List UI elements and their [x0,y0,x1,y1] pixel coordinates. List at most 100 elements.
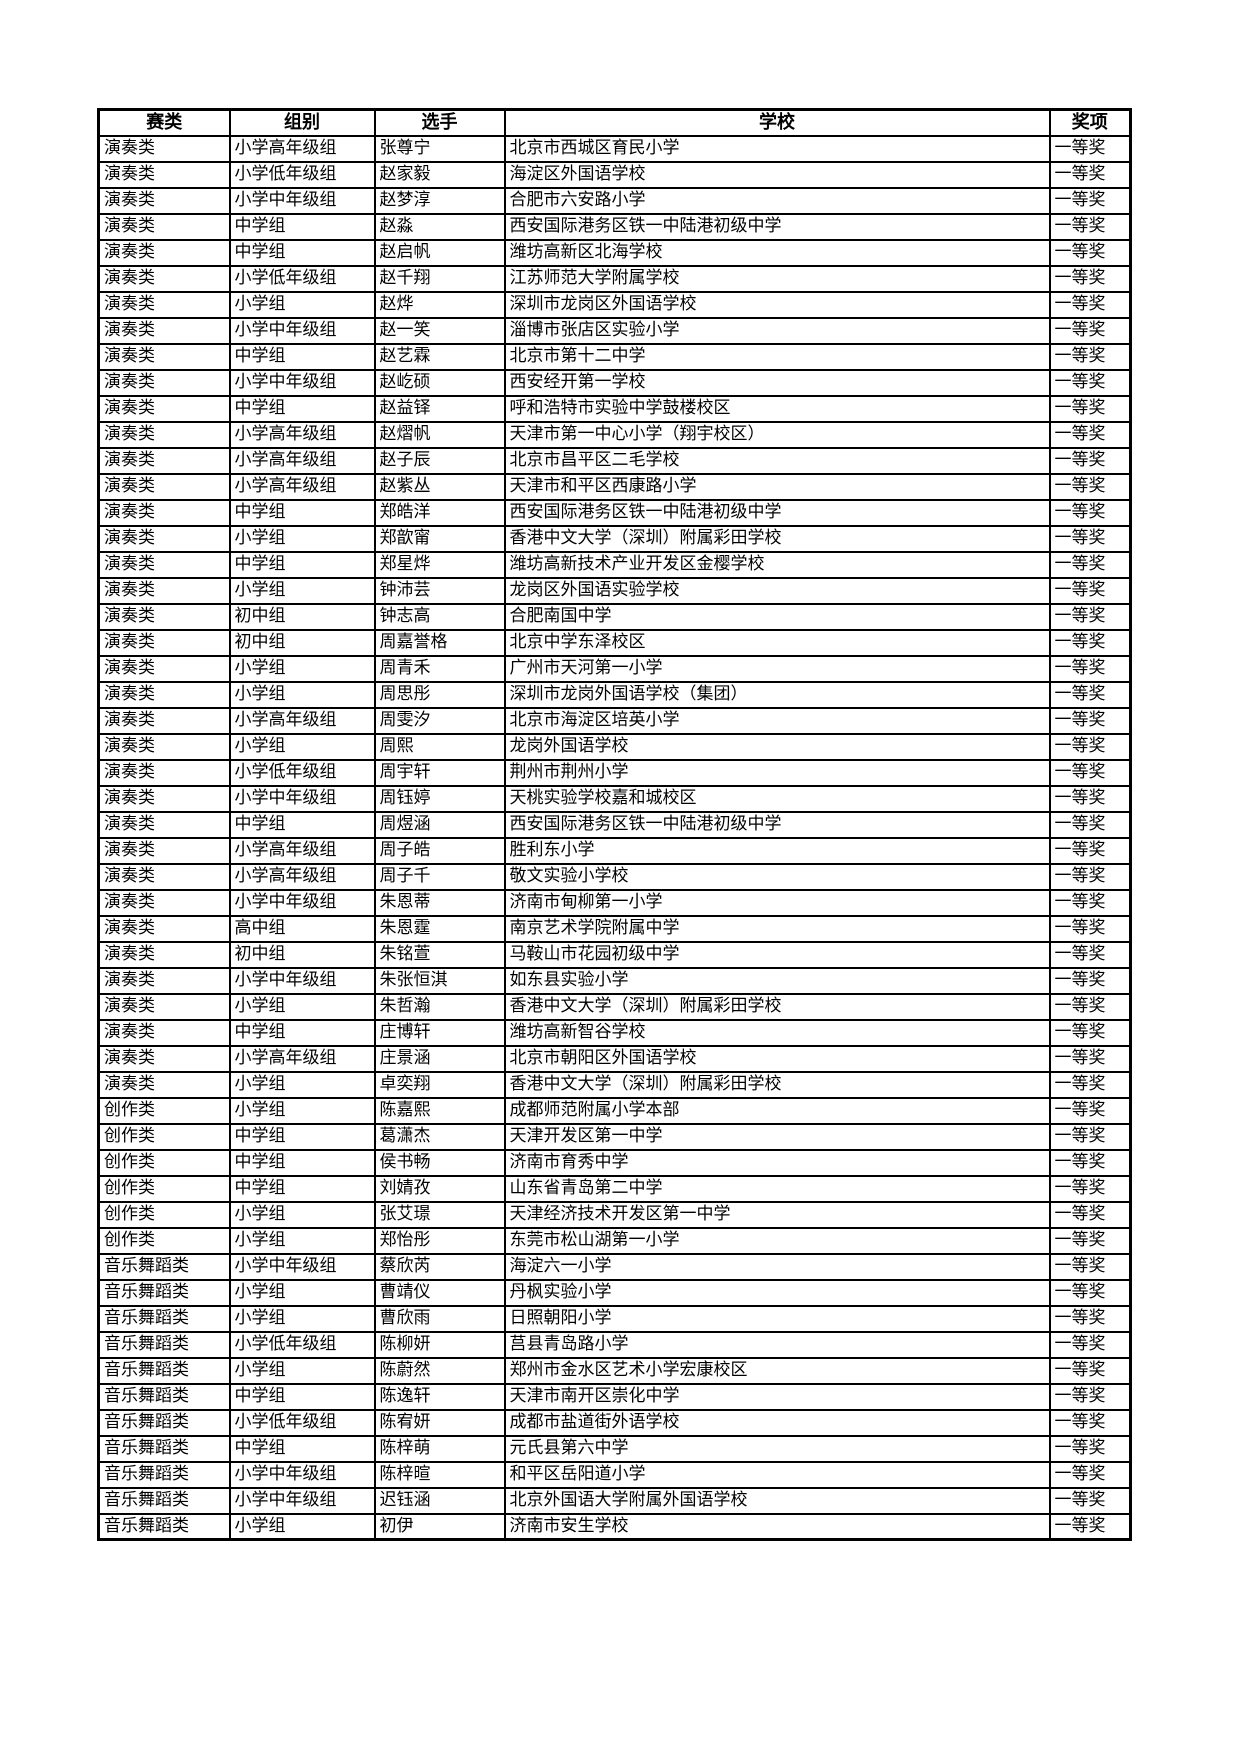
table-row: 演奏类 小学高年级组 赵紫丛 天津市和平区西康路小学 一等奖 [97,472,1132,501]
cell-contestant: 钟沛芸 [373,576,506,605]
cell-award: 一等奖 [1048,524,1132,553]
table-row: 演奏类 小学低年级组 周宇轩 荆州市荆州小学 一等奖 [97,758,1132,787]
cell-category: 演奏类 [97,940,231,969]
cell-group: 中学组 [228,1018,376,1047]
cell-award: 一等奖 [1048,446,1132,475]
cell-award: 一等奖 [1048,186,1132,215]
cell-school: 北京市西城区育民小学 [503,134,1051,163]
table-row: 演奏类 小学组 赵烨 深圳市龙岗区外国语学校 一等奖 [97,290,1132,319]
cell-category: 创作类 [97,1174,231,1203]
cell-group: 初中组 [228,602,376,631]
cell-category: 演奏类 [97,1070,231,1099]
cell-school: 敬文实验小学校 [503,862,1051,891]
cell-award: 一等奖 [1048,836,1132,865]
cell-school: 合肥南国中学 [503,602,1051,631]
cell-award: 一等奖 [1048,940,1132,969]
cell-school: 潍坊高新区北海学校 [503,238,1051,267]
cell-award: 一等奖 [1048,316,1132,345]
cell-contestant: 张艾璟 [373,1200,506,1229]
cell-school: 日照朝阳小学 [503,1304,1051,1333]
cell-award: 一等奖 [1048,1460,1132,1489]
cell-award: 一等奖 [1048,706,1132,735]
cell-school: 天桃实验学校嘉和城校区 [503,784,1051,813]
table-row: 演奏类 中学组 赵益铎 呼和浩特市实验中学鼓楼校区 一等奖 [97,394,1132,423]
cell-category: 创作类 [97,1200,231,1229]
cell-award: 一等奖 [1048,394,1132,423]
cell-school: 北京市第十二中学 [503,342,1051,371]
cell-category: 演奏类 [97,602,231,631]
cell-contestant: 刘婧孜 [373,1174,506,1203]
cell-category: 演奏类 [97,836,231,865]
cell-award: 一等奖 [1048,732,1132,761]
cell-contestant: 葛潇杰 [373,1122,506,1151]
cell-school: 马鞍山市花园初级中学 [503,940,1051,969]
cell-school: 元氏县第六中学 [503,1434,1051,1463]
cell-category: 演奏类 [97,134,231,163]
cell-contestant: 周青禾 [373,654,506,683]
cell-category: 演奏类 [97,316,231,345]
cell-award: 一等奖 [1048,342,1132,371]
cell-category: 演奏类 [97,862,231,891]
cell-school: 香港中文大学（深圳）附属彩田学校 [503,524,1051,553]
cell-contestant: 赵一笑 [373,316,506,345]
cell-category: 音乐舞蹈类 [97,1304,231,1333]
cell-contestant: 赵熠帆 [373,420,506,449]
cell-award: 一等奖 [1048,654,1132,683]
table-row: 演奏类 小学高年级组 赵熠帆 天津市第一中心小学（翔宇校区） 一等奖 [97,420,1132,449]
cell-contestant: 初伊 [373,1512,506,1541]
cell-contestant: 曹欣雨 [373,1304,506,1333]
table-row: 演奏类 中学组 赵启帆 潍坊高新区北海学校 一等奖 [97,238,1132,267]
cell-school: 西安国际港务区铁一中陆港初级中学 [503,810,1051,839]
cell-group: 中学组 [228,212,376,241]
cell-group: 小学高年级组 [228,706,376,735]
cell-contestant: 周宇轩 [373,758,506,787]
cell-category: 演奏类 [97,186,231,215]
cell-group: 中学组 [228,1382,376,1411]
table-row: 演奏类 小学高年级组 周子千 敬文实验小学校 一等奖 [97,862,1132,891]
cell-group: 中学组 [228,498,376,527]
cell-school: 西安经开第一学校 [503,368,1051,397]
cell-category: 演奏类 [97,238,231,267]
cell-group: 小学组 [228,732,376,761]
cell-category: 音乐舞蹈类 [97,1512,231,1541]
cell-award: 一等奖 [1048,1304,1132,1333]
table-row: 演奏类 初中组 周嘉誉格 北京中学东泽校区 一等奖 [97,628,1132,657]
cell-category: 音乐舞蹈类 [97,1408,231,1437]
cell-school: 海淀区外国语学校 [503,160,1051,189]
cell-contestant: 赵屹硕 [373,368,506,397]
cell-school: 龙岗外国语学校 [503,732,1051,761]
cell-school: 郑州市金水区艺术小学宏康校区 [503,1356,1051,1385]
cell-category: 音乐舞蹈类 [97,1434,231,1463]
cell-award: 一等奖 [1048,1018,1132,1047]
cell-category: 演奏类 [97,758,231,787]
cell-school: 莒县青岛路小学 [503,1330,1051,1359]
cell-contestant: 陈嘉熙 [373,1096,506,1125]
cell-school: 香港中文大学（深圳）附属彩田学校 [503,1070,1051,1099]
cell-category: 演奏类 [97,810,231,839]
column-header-group: 组别 [228,108,376,137]
cell-school: 成都市盐道街外语学校 [503,1408,1051,1437]
cell-award: 一等奖 [1048,914,1132,943]
cell-category: 演奏类 [97,446,231,475]
table-row: 音乐舞蹈类 小学组 初伊 济南市安生学校 一等奖 [97,1512,1132,1541]
header-row: 赛类 组别 选手 学校 奖项 [97,108,1132,137]
cell-group: 小学高年级组 [228,1044,376,1073]
cell-school: 西安国际港务区铁一中陆港初级中学 [503,212,1051,241]
cell-contestant: 陈梓萌 [373,1434,506,1463]
table-row: 演奏类 小学中年级组 赵梦淳 合肥市六安路小学 一等奖 [97,186,1132,215]
cell-school: 北京市海淀区培英小学 [503,706,1051,735]
cell-contestant: 赵梦淳 [373,186,506,215]
cell-contestant: 周钰婷 [373,784,506,813]
cell-contestant: 朱铭萱 [373,940,506,969]
cell-contestant: 朱恩蒂 [373,888,506,917]
cell-school: 成都师范附属小学本部 [503,1096,1051,1125]
cell-group: 小学中年级组 [228,1252,376,1281]
cell-award: 一等奖 [1048,1122,1132,1151]
cell-school: 济南市育秀中学 [503,1148,1051,1177]
cell-category: 演奏类 [97,420,231,449]
cell-school: 济南市甸柳第一小学 [503,888,1051,917]
cell-school: 北京外国语大学附属外国语学校 [503,1486,1051,1515]
award-table: 赛类 组别 选手 学校 奖项 演奏类 小学高年级组 张尊宁 北京市西城区育民小学 一等奖 演奏类小… [97,108,1132,1541]
cell-contestant: 钟志高 [373,602,506,631]
cell-contestant: 侯书畅 [373,1148,506,1177]
